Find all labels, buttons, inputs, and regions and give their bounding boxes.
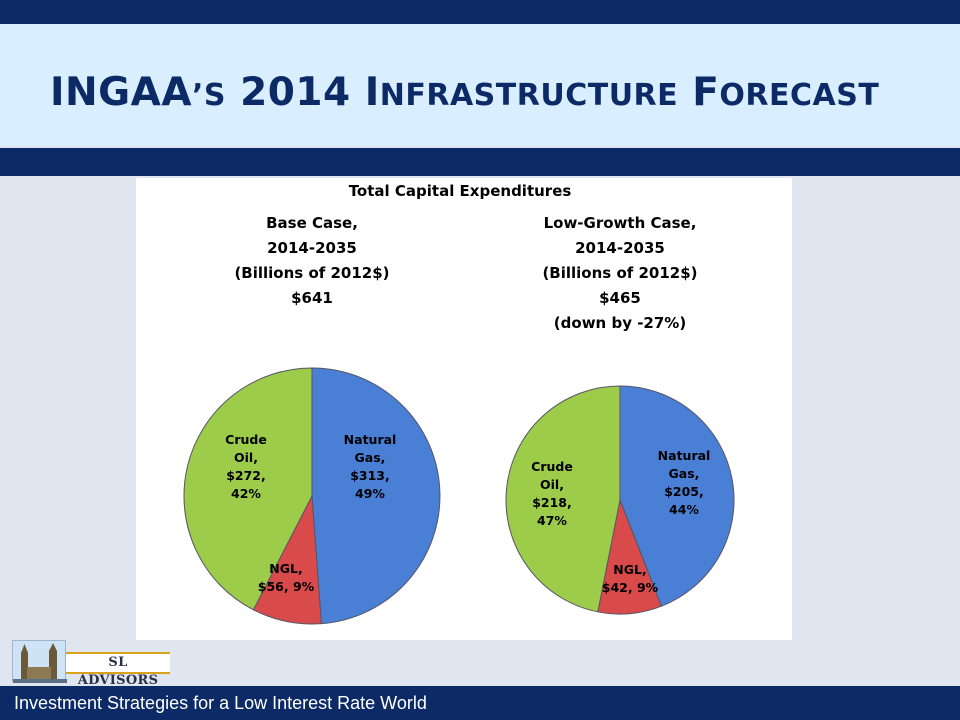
data-label: Natural (658, 448, 711, 463)
footer-bar: Investment Strategies for a Low Interest… (0, 686, 960, 720)
data-label: Crude (531, 459, 573, 474)
chart-subtitle-line: (Billions of 2012$) (542, 264, 697, 282)
data-label: 42% (231, 486, 261, 501)
data-label: $42, 9% (602, 580, 659, 595)
chart-subtitle-line: (Billions of 2012$) (234, 264, 389, 282)
sl-advisors-logo: SL ADVISORS (12, 640, 172, 688)
title-part: NFRASTRUCTURE (379, 78, 679, 113)
title-underline-bar (0, 148, 960, 176)
data-label: Gas, (355, 450, 386, 465)
chart-subtitle-line: 2014-2035 (267, 239, 357, 257)
data-label: Oil, (234, 450, 258, 465)
chart-subtitle-line: (down by -27%) (554, 314, 686, 332)
data-label: $205, (664, 484, 704, 499)
data-label: Crude (225, 432, 267, 447)
title-part: ORECAST (719, 78, 880, 113)
pie-slice-crude-oil (183, 367, 313, 611)
chart-panel: Total Capital Expenditures Base Case, 2014… (136, 178, 792, 640)
building-icon (12, 640, 67, 683)
pie-slice-crude-oil (505, 385, 621, 613)
data-label: Gas, (669, 466, 700, 481)
data-label: Natural (344, 432, 397, 447)
chart-subtitle-line: $641 (291, 289, 333, 307)
data-label: NGL, (269, 561, 302, 576)
data-label: 47% (537, 513, 567, 528)
title-part: 2014 I (226, 70, 380, 115)
logo-text: SL ADVISORS (66, 652, 170, 688)
slide-title: INGAA’S 2014 INFRASTRUCTURE FORECAST (50, 68, 879, 118)
data-label: $56, 9% (258, 579, 315, 594)
top-bar (0, 0, 960, 24)
chart-subtitle-line: 2014-2035 (575, 239, 665, 257)
data-label: Oil, (540, 477, 564, 492)
data-label: 49% (355, 486, 385, 501)
chart-subtitle-line: Low-Growth Case, (544, 214, 697, 232)
data-label: $218, (532, 495, 572, 510)
title-part: ’S (192, 78, 227, 113)
title-part: INGAA (50, 70, 193, 115)
pie-charts: Total Capital Expenditures Base Case, 2014… (183, 182, 735, 625)
data-label: NGL, (613, 562, 646, 577)
pie-slice-natural-gas (311, 367, 441, 625)
footer-text: Investment Strategies for a Low Interest… (14, 693, 427, 713)
data-label: 44% (669, 502, 699, 517)
data-label: $272, (226, 468, 266, 483)
data-label: $313, (350, 468, 390, 483)
chart-subtitle-line: $465 (599, 289, 641, 307)
title-part: F (678, 70, 720, 115)
title-band (0, 24, 960, 146)
chart-subtitle-line: Base Case, (266, 214, 358, 232)
chart-title: Total Capital Expenditures (349, 182, 572, 200)
pie-slice-natural-gas (619, 385, 735, 607)
